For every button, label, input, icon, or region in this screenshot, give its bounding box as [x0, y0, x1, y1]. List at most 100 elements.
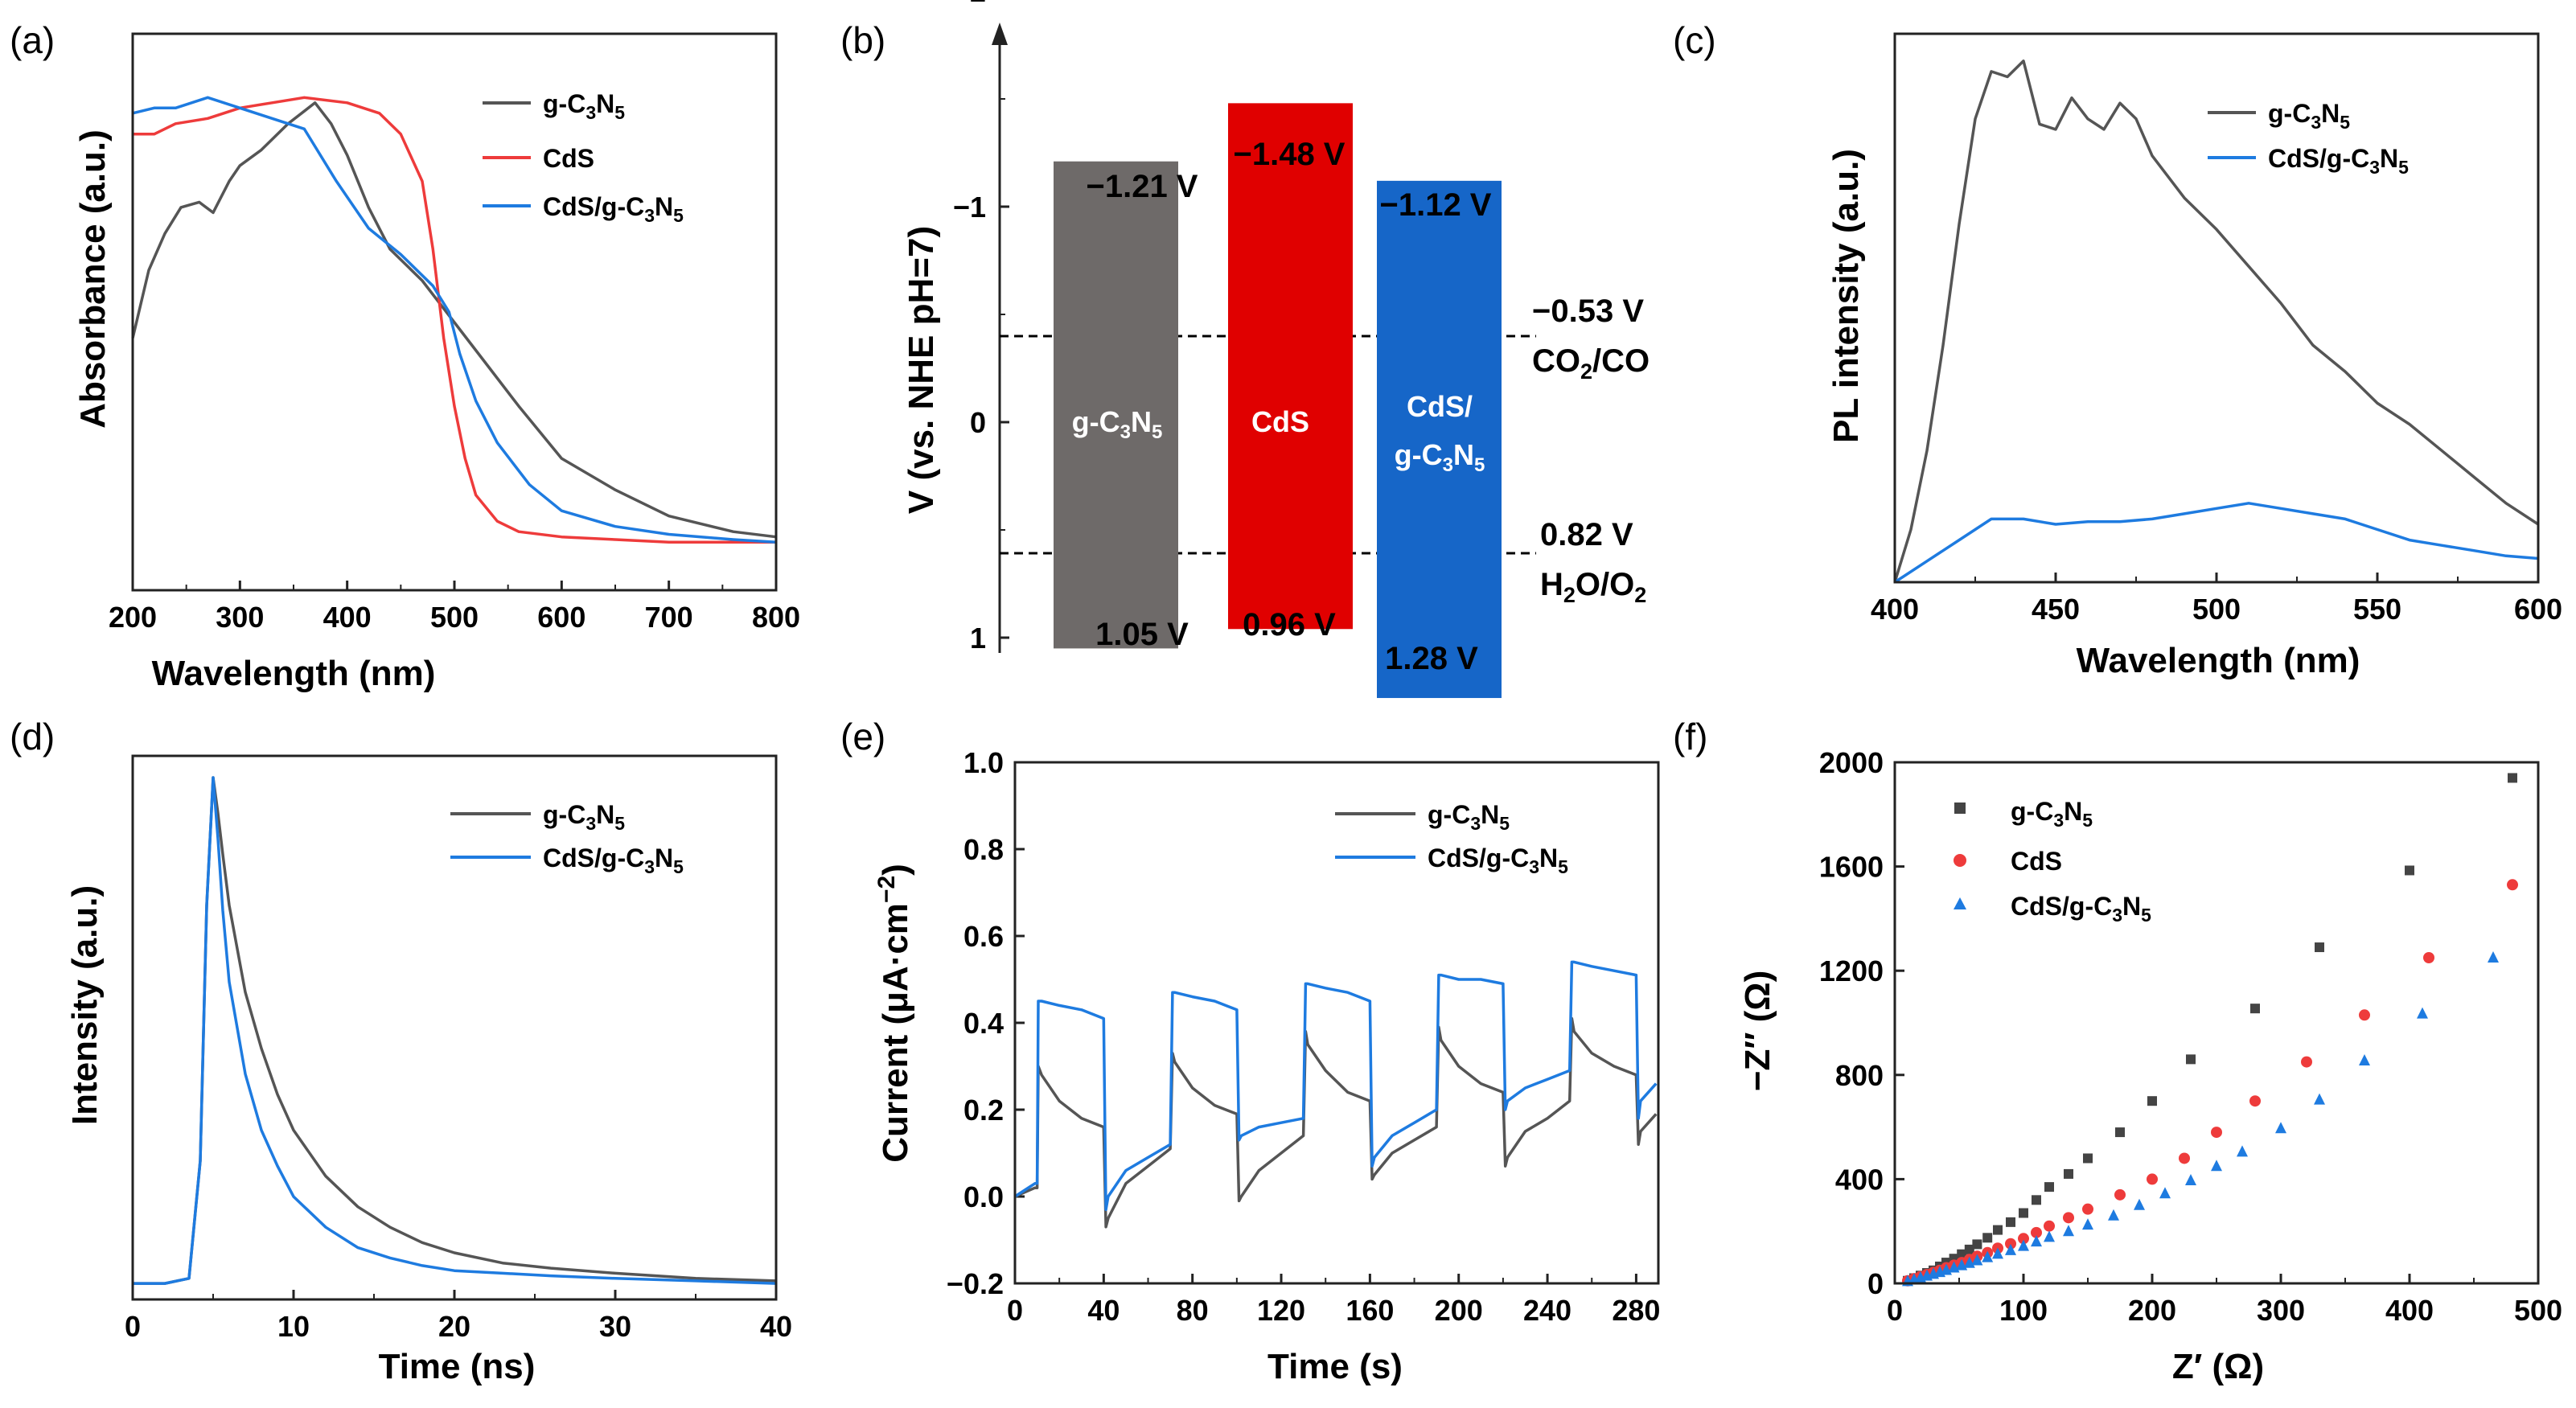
- data-point-cds: [2114, 1188, 2126, 1201]
- series-line-cds-g-c3n5: [132, 96, 777, 544]
- x-tick-label: 80: [1177, 1294, 1209, 1327]
- data-point-cds-g-c3n5: [2063, 1225, 2074, 1237]
- panel-e: (e) Time (s) Current (μA·cm−2) 0 40 80 120 1…: [840, 716, 1660, 1386]
- data-point-cds-g-c3n5: [2237, 1145, 2248, 1157]
- legend-label-cds: CdS: [543, 144, 594, 173]
- y-tick-label: 800: [1835, 1059, 1884, 1092]
- panel-e-xlabel: Time (s): [1267, 1347, 1403, 1386]
- panel-a-label: (a): [10, 19, 55, 61]
- x-tick-label: 120: [1257, 1294, 1305, 1327]
- bar-label-cds: CdS: [1251, 405, 1309, 438]
- vb-cds: 0.96 V: [1243, 607, 1336, 642]
- legend-label-g-c3n5: g-C3N5: [543, 800, 625, 834]
- y-tick-label: 0.4: [963, 1007, 1004, 1040]
- data-point-cds: [2018, 1233, 2029, 1245]
- panel-f-points: [1902, 773, 2518, 1287]
- data-point-cds-g-c3n5: [2211, 1160, 2222, 1172]
- y-tick-label: 1.0: [963, 746, 1004, 779]
- data-point-cds-g-c3n5: [2134, 1198, 2145, 1210]
- legend-label-cds-g-c3n5: CdS/g-C3N5: [2011, 892, 2151, 926]
- panel-f-legend: g-C3N5 CdS CdS/g-C3N5: [1954, 797, 2151, 926]
- data-point-g-c3n5: [2405, 865, 2414, 876]
- data-point-cds-g-c3n5: [2031, 1235, 2042, 1247]
- series-line-cds-g-c3n5: [1894, 502, 2539, 584]
- x-tick-label: 550: [2353, 593, 2401, 626]
- data-point-cds-g-c3n5: [2488, 951, 2499, 963]
- y-tick-label: 2000: [1819, 746, 1884, 779]
- x-tick-label: 240: [1523, 1294, 1571, 1327]
- x-tick-label: 800: [752, 601, 800, 634]
- data-point-cds-g-c3n5: [2185, 1174, 2196, 1186]
- legend-label-g-c3n5: g-C3N5: [543, 89, 625, 123]
- x-tick-label: 160: [1346, 1294, 1394, 1327]
- data-point-g-c3n5: [2508, 773, 2517, 783]
- data-point-cds-g-c3n5: [2005, 1243, 2016, 1255]
- band-bar-cds-g-c3n5: [1377, 180, 1502, 699]
- panel-f-xlabel: Z′ (Ω): [2172, 1347, 2264, 1386]
- vb-g-c3n5: 1.05 V: [1095, 617, 1189, 652]
- x-tick-label: 500: [2192, 593, 2241, 626]
- x-tick-label: 300: [216, 601, 264, 634]
- panel-e-curves: [1014, 960, 1658, 1229]
- panel-f-label: (f): [1673, 716, 1707, 757]
- x-tick-label: 200: [1435, 1294, 1483, 1327]
- panel-a-curves: [131, 96, 777, 544]
- legend-label-g-c3n5: g-C3N5: [1428, 800, 1510, 834]
- panel-d: (d) Time (ns) Intensity (a.u.) 0 10 20 30 40…: [10, 716, 792, 1386]
- panel-d-label: (d): [10, 716, 55, 757]
- data-point-g-c3n5: [2250, 1004, 2260, 1014]
- cb-cds: −1.48 V: [1233, 137, 1345, 172]
- legend-label-cds: CdS: [2011, 847, 2062, 876]
- x-tick-label: 40: [760, 1310, 792, 1343]
- data-point-cds-g-c3n5: [2275, 1122, 2286, 1134]
- data-point-g-c3n5: [1972, 1239, 1982, 1250]
- x-tick-label: 300: [2257, 1294, 2305, 1327]
- x-tick-label: 700: [645, 601, 693, 634]
- data-point-cds-g-c3n5: [2108, 1209, 2119, 1221]
- data-point-g-c3n5: [2147, 1096, 2157, 1106]
- y-tick-label: 0.2: [963, 1094, 1004, 1127]
- panel-a-frame: [131, 32, 778, 592]
- panel-a-xlabel: Wavelength (nm): [152, 654, 436, 693]
- panel-c-xticks: 400 450 500 550 600: [1871, 573, 2562, 626]
- panel-f-ticks: 0 100 200 300 400 500 0 400 800 1200 1600 2000: [1819, 746, 2562, 1327]
- x-tick-label: 30: [599, 1310, 631, 1343]
- panel-d-curves: [133, 776, 777, 1285]
- data-point-g-c3n5: [2032, 1195, 2041, 1205]
- y-tick-label: −0.2: [947, 1267, 1004, 1300]
- y-tick-label: 1: [970, 622, 986, 655]
- data-point-g-c3n5: [2186, 1054, 2196, 1065]
- panel-f-ylabel: −Z″ (Ω): [1738, 971, 1777, 1091]
- panel-c-frame: [1893, 32, 2540, 584]
- data-point-g-c3n5: [2115, 1127, 2125, 1138]
- data-point-g-c3n5: [2044, 1182, 2054, 1192]
- x-tick-label: 200: [2128, 1294, 2176, 1327]
- x-tick-label: 0: [125, 1310, 141, 1343]
- y-tick-label: 0: [1867, 1267, 1884, 1300]
- panel-c-curves: [1893, 60, 2539, 584]
- panel-c-ylabel: PL intensity (a.u.): [1826, 149, 1866, 443]
- data-point-cds: [2423, 952, 2434, 963]
- x-tick-label: 500: [2514, 1294, 2562, 1327]
- data-point-g-c3n5: [1957, 1249, 1967, 1259]
- series-line-cds-g-c3n5: [1014, 960, 1658, 1211]
- x-tick-label: 0: [1007, 1294, 1023, 1327]
- series-line-g-c3n5: [1014, 1016, 1658, 1229]
- x-tick-label: 200: [109, 601, 157, 634]
- panel-a: (a) Wavelength (nm) Absorbance (a.u.) 20…: [10, 19, 800, 693]
- cb-g-c3n5: −1.21 V: [1086, 169, 1198, 204]
- panel-e-label: (e): [840, 716, 885, 757]
- data-point-cds-g-c3n5: [2417, 1007, 2428, 1019]
- data-point-cds-g-c3n5: [2359, 1053, 2370, 1065]
- x-tick-label: 280: [1612, 1294, 1660, 1327]
- series-line-g-c3n5: [1893, 60, 2539, 583]
- x-tick-label: 400: [323, 601, 372, 634]
- data-point-cds-g-c3n5: [2159, 1187, 2171, 1199]
- data-point-g-c3n5: [2019, 1208, 2028, 1218]
- panel-b: (b) V (vs. NHE pH=7) −2 −1 0 1 −1.21 V 1.05…: [840, 0, 1650, 699]
- data-point-cds: [2063, 1212, 2074, 1224]
- data-point-cds: [2044, 1220, 2055, 1232]
- panel-e-ticks: 0 40 80 120 160 200 240 280 −0.2 0.0 0.2 0.4 0.6 0.8 1…: [947, 746, 1661, 1327]
- data-point-cds: [2005, 1238, 2016, 1250]
